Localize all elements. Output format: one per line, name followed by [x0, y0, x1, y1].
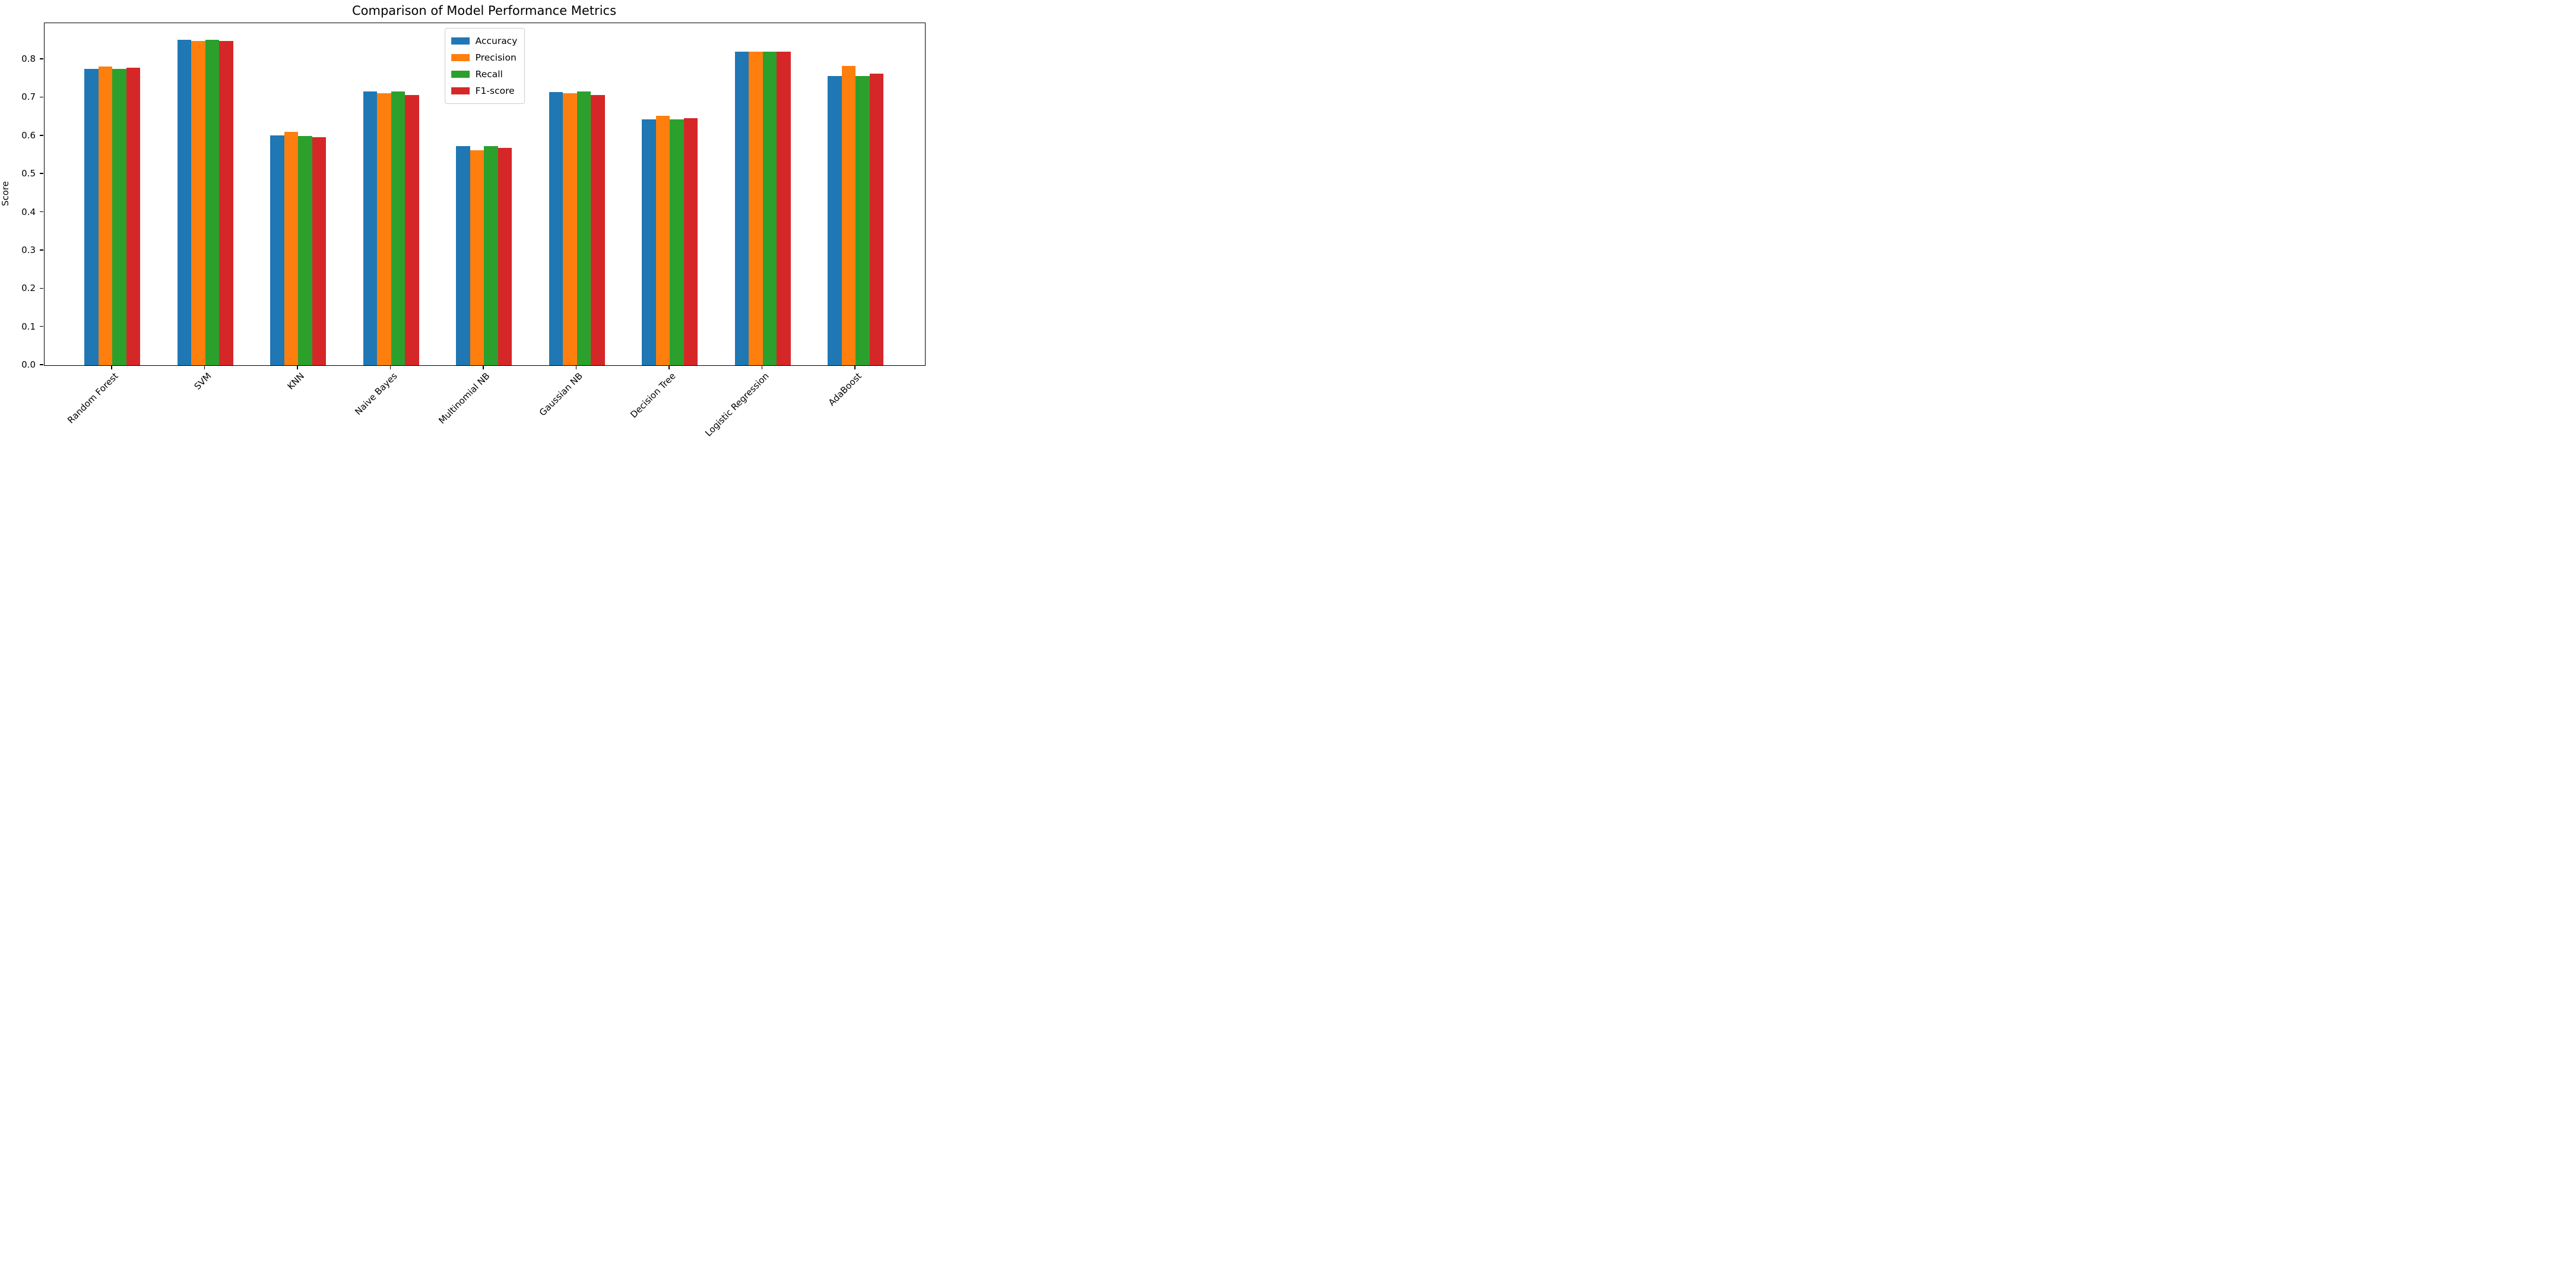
y-tick-label: 0.4 [21, 206, 36, 217]
bar-accuracy-naive-bayes [363, 91, 377, 365]
bar-precision-gaussian-nb [563, 93, 577, 365]
bar-recall-multinomial-nb [484, 146, 498, 365]
bar-accuracy-decision-tree [642, 119, 656, 365]
x-tick-label-knn: KNN [285, 371, 306, 392]
bar-accuracy-multinomial-nb [456, 146, 470, 365]
bar-f1-score-adaboost [869, 73, 883, 365]
x-tick-label-naive-bayes: Naive Bayes [352, 371, 400, 418]
bar-f1-score-svm [219, 40, 233, 365]
bar-f1-score-decision-tree [683, 118, 698, 365]
legend-item-accuracy: Accuracy [451, 33, 518, 49]
y-tick-mark [40, 364, 43, 365]
y-tick-label: 0.1 [21, 321, 36, 332]
bar-accuracy-logistic-regression [734, 51, 749, 365]
bar-accuracy-random-forest [84, 68, 99, 365]
x-tick-mark [389, 365, 391, 369]
bar-accuracy-knn [270, 135, 284, 365]
bar-recall-gaussian-nb [576, 91, 591, 365]
x-tick-mark [575, 365, 577, 369]
bar-f1-score-multinomial-nb [498, 148, 512, 365]
x-tick-mark [297, 365, 298, 369]
bar-f1-score-knn [312, 137, 326, 365]
bar-precision-adaboost [841, 66, 856, 365]
legend-item-recall: Recall [451, 66, 518, 83]
y-tick-label: 0.5 [21, 168, 36, 179]
y-tick-mark [40, 58, 43, 59]
legend-swatch-accuracy [451, 37, 470, 45]
x-tick-mark [111, 365, 112, 369]
bar-precision-knn [284, 131, 298, 365]
bar-accuracy-gaussian-nb [549, 91, 563, 365]
bar-recall-svm [205, 39, 219, 365]
x-tick-mark [483, 365, 484, 369]
y-tick-mark [40, 173, 43, 174]
plot-area: Accuracy Precision Recall F1-score [44, 23, 926, 366]
x-tick-mark [854, 365, 856, 369]
x-tick-mark [761, 365, 763, 369]
bar-f1-score-logistic-regression [777, 51, 791, 365]
legend-item-f1-score: F1-score [451, 83, 518, 99]
bar-accuracy-adaboost [828, 75, 842, 365]
y-tick-mark [40, 96, 43, 98]
x-tick-label-multinomial-nb: Multinomial NB [436, 371, 492, 426]
y-tick-label: 0.2 [21, 283, 36, 294]
bar-precision-random-forest [98, 66, 112, 365]
y-tick-mark [40, 135, 43, 136]
bar-precision-multinomial-nb [470, 150, 484, 365]
legend-label-accuracy: Accuracy [475, 36, 518, 46]
legend-swatch-f1-score [451, 87, 470, 95]
y-tick-label: 0.6 [21, 129, 36, 141]
bar-precision-svm [191, 40, 205, 365]
legend-label-precision: Precision [475, 52, 517, 63]
legend-label-recall: Recall [475, 69, 503, 80]
y-tick-label: 0.0 [21, 359, 36, 370]
bar-f1-score-naive-bayes [405, 95, 419, 365]
bar-recall-logistic-regression [762, 51, 777, 365]
x-tick-label-gaussian-nb: Gaussian NB [537, 371, 585, 418]
figure: Comparison of Model Performance Metrics … [0, 0, 931, 458]
legend-swatch-precision [451, 53, 470, 62]
x-tick-mark [668, 365, 670, 369]
x-tick-label-decision-tree: Decision Tree [628, 371, 678, 420]
x-tick-label-adaboost: AdaBoost [826, 371, 864, 408]
bar-precision-naive-bayes [377, 93, 391, 365]
legend-label-f1-score: F1-score [475, 86, 515, 96]
y-tick-label: 0.8 [21, 53, 36, 65]
y-tick-mark [40, 287, 43, 289]
x-tick-label-svm: SVM [192, 371, 214, 392]
chart-title: Comparison of Model Performance Metrics [351, 4, 617, 18]
legend-item-precision: Precision [451, 49, 518, 66]
y-tick-label: 0.3 [21, 244, 36, 255]
y-tick-mark [40, 249, 43, 251]
bar-recall-knn [298, 135, 312, 365]
bar-recall-decision-tree [670, 119, 684, 365]
bar-recall-random-forest [112, 69, 126, 365]
y-tick-mark [40, 211, 43, 213]
bar-f1-score-random-forest [126, 68, 140, 365]
legend: Accuracy Precision Recall F1-score [444, 28, 525, 104]
x-tick-mark [204, 365, 205, 369]
bar-recall-naive-bayes [391, 91, 405, 365]
bar-recall-adaboost [856, 76, 870, 365]
x-tick-label-random-forest: Random Forest [65, 371, 121, 426]
bar-precision-logistic-regression [749, 51, 763, 365]
y-tick-mark [40, 325, 43, 327]
bar-precision-decision-tree [655, 116, 670, 365]
bar-accuracy-svm [177, 39, 191, 365]
legend-swatch-recall [451, 70, 470, 78]
x-tick-label-logistic-regression: Logistic Regression [702, 371, 771, 439]
bar-f1-score-gaussian-nb [591, 95, 605, 365]
y-tick-label: 0.7 [21, 91, 36, 103]
